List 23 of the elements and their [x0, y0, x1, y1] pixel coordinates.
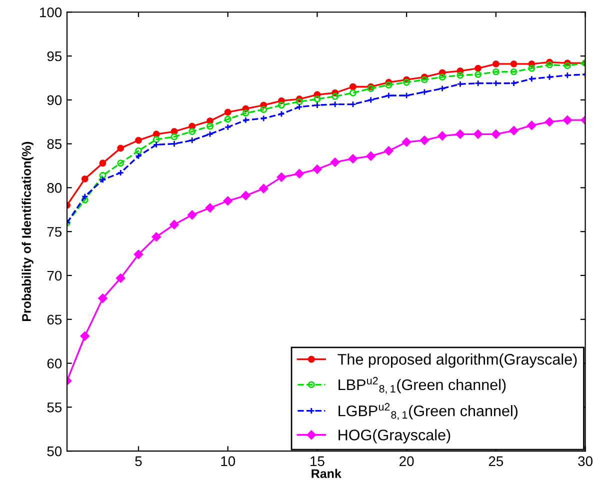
- y-tick-label: 55: [47, 402, 62, 412]
- y-tick-label: 60: [47, 358, 62, 368]
- legend-label: The proposed algorithm(Grayscale): [338, 354, 577, 368]
- y-axis-title: Probability of Identification(%): [22, 142, 34, 322]
- y-tick-label: 65: [47, 314, 62, 325]
- x-tick-label: 10: [221, 456, 236, 466]
- x-tick-label: 15: [310, 456, 324, 466]
- x-tick-label: 25: [488, 456, 504, 466]
- y-tick-label: 95: [47, 51, 62, 62]
- y-tick-label: 90: [47, 95, 62, 106]
- y-tick-label: 70: [47, 270, 62, 281]
- legend-label: LBP$^{u2}$$_{8,1}$(Green channel): [338, 376, 506, 394]
- y-tick-label: 50: [47, 446, 62, 456]
- y-tick-label: 85: [47, 139, 62, 149]
- x-tick-label: 30: [578, 456, 592, 466]
- x-axis-title: Rank: [312, 468, 342, 478]
- y-tick-label: 75: [47, 227, 62, 237]
- x-tick-label: 5: [135, 456, 142, 466]
- y-tick-label: 100: [40, 7, 62, 18]
- legend-label: HOG(Grayscale): [338, 429, 450, 444]
- legend-label: LGBP$^{u2}$$_{8,1}$(Green channel): [338, 403, 518, 420]
- y-tick-label: 80: [47, 183, 62, 193]
- x-tick-label: 20: [400, 456, 414, 466]
